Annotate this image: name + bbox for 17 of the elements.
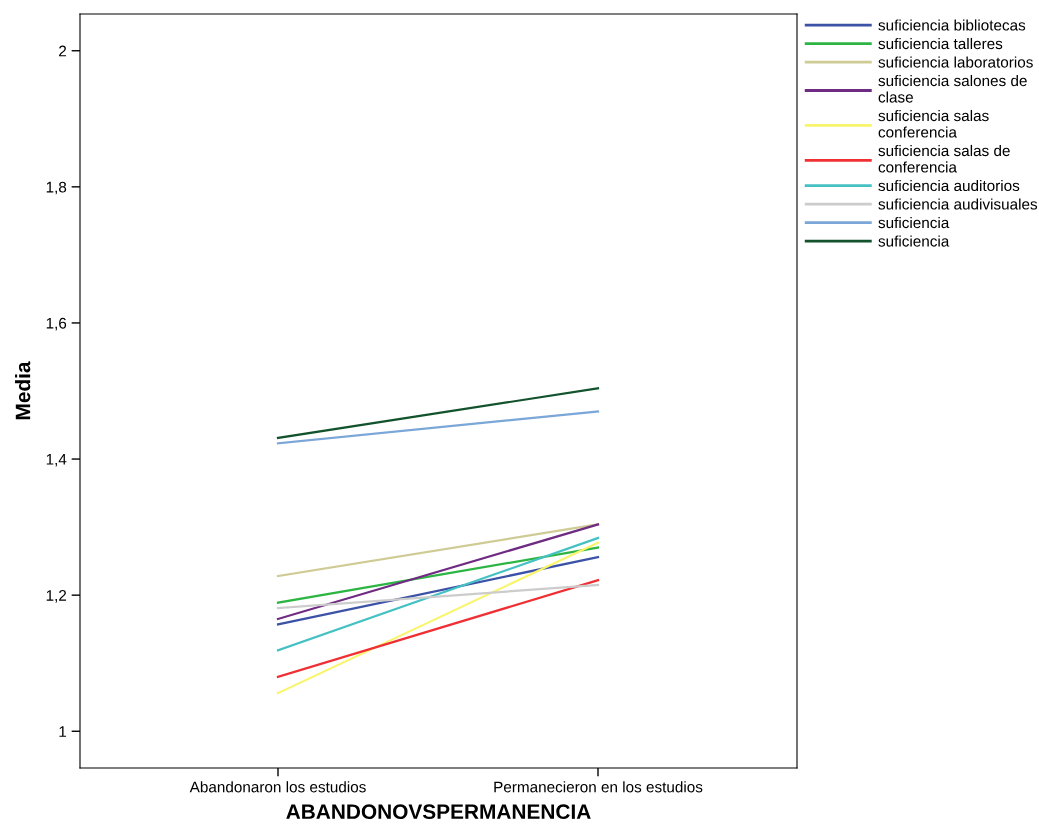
legend-label: suficiencia bibliotecas	[878, 19, 1026, 31]
legend-label: suficiencia	[878, 216, 950, 229]
y-tick-label: 1,6	[46, 317, 67, 331]
legend-label: suficiencia talleres	[878, 37, 1003, 50]
y-tick-label: 1,4	[46, 454, 67, 467]
y-tick-label: 1,2	[46, 590, 67, 603]
y-tick-label: 1,8	[46, 181, 67, 195]
x-axis-title: ABANDONOVSPERMANENCIA	[286, 804, 591, 820]
y-tick-label: 2	[59, 45, 67, 57]
legend-label: suficiencia	[878, 235, 950, 247]
legend-label: suficiencia auditorios	[878, 179, 1020, 192]
legend-label: suficiencia laboratorios	[878, 56, 1033, 68]
y-axis-title: Media	[15, 361, 31, 420]
y-tick-label: 1	[59, 726, 67, 737]
x-tick-label: Abandonaron los estudios	[189, 781, 366, 793]
x-tick-label: Permanecieron en los estudios	[494, 781, 703, 793]
legend-label: suficiencia audivisuales	[878, 198, 1038, 210]
